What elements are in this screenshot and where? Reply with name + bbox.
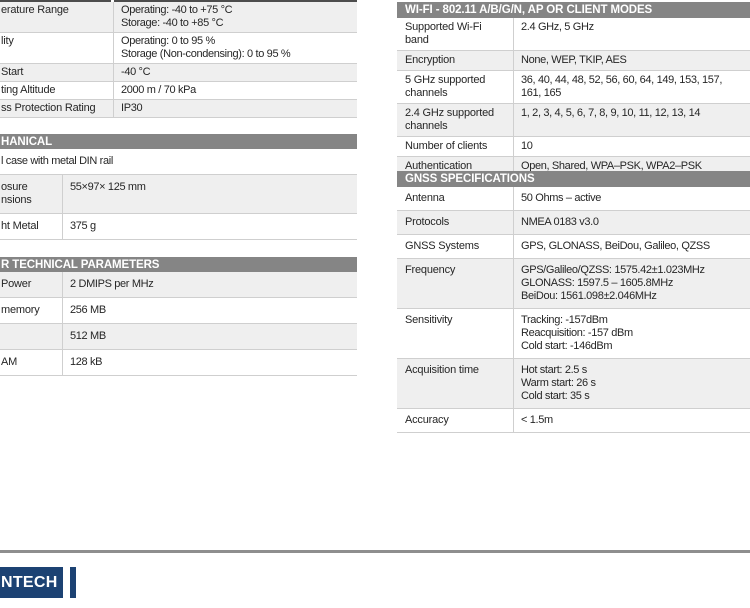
spec-row: lity Operating: 0 to 95 % Storage (Non-c…	[0, 33, 357, 64]
spec-row: Protocols NMEA 0183 v3.0	[397, 211, 750, 235]
spec-value: < 1.5m	[513, 409, 750, 432]
spec-table-other-parameters: R TECHNICAL PARAMETERS Power 2 DMIPS per…	[0, 257, 357, 376]
spec-value: 1, 2, 3, 4, 5, 6, 7, 8, 9, 10, 11, 12, 1…	[513, 104, 750, 136]
spec-value: 2 DMIPS per MHz	[62, 272, 357, 297]
spec-label: Sensitivity	[405, 314, 453, 326]
spec-label: 2.4 GHz supported channels	[405, 107, 494, 132]
section-header-other-parameters: R TECHNICAL PARAMETERS	[0, 257, 357, 272]
spec-value: 36, 40, 44, 48, 52, 56, 60, 64, 149, 153…	[513, 71, 750, 103]
spec-label: Authentication	[405, 160, 472, 172]
spec-label: Protocols	[405, 216, 450, 228]
section-header-mechanical: HANICAL	[0, 134, 357, 149]
spec-value: 50 Ohms – active	[513, 187, 750, 210]
spec-value: IP30	[113, 100, 357, 117]
spec-value: Operating: 0 to 95 % Storage (Non-conden…	[113, 33, 357, 63]
spec-label: Number of clients	[405, 140, 488, 152]
spec-label	[0, 324, 62, 349]
spec-value: 128 kB	[62, 350, 357, 375]
spec-label: erature Range	[1, 4, 69, 16]
spec-row: Power 2 DMIPS per MHz	[0, 272, 357, 298]
section-header-wifi: WI-FI - 802.11 A/B/G/N, AP OR CLIENT MOD…	[397, 2, 750, 18]
table-top-border	[0, 0, 111, 2]
spec-row: ht Metal 375 g	[0, 214, 357, 240]
spec-row: Sensitivity Tracking: -157dBm Reacquisit…	[397, 309, 750, 359]
spec-row: 512 MB	[0, 324, 357, 350]
spec-value: 10	[513, 137, 750, 156]
spec-row: Number of clients 10	[397, 137, 750, 157]
spec-row: Accuracy < 1.5m	[397, 409, 750, 433]
spec-value: GPS, GLONASS, BeiDou, Galileo, QZSS	[513, 235, 750, 258]
footer-divider	[0, 550, 750, 553]
spec-row: GNSS Systems GPS, GLONASS, BeiDou, Galil…	[397, 235, 750, 259]
spec-value: l case with metal DIN rail	[1, 155, 113, 167]
spec-row: ss Protection Rating IP30	[0, 100, 357, 118]
spec-row: Supported Wi-Fi band 2.4 GHz, 5 GHz	[397, 18, 750, 51]
spec-value: GPS/Galileo/QZSS: 1575.42±1.023MHz GLONA…	[513, 259, 750, 308]
spec-table-wifi: WI-FI - 802.11 A/B/G/N, AP OR CLIENT MOD…	[397, 2, 750, 177]
spec-label: ting Altitude	[1, 84, 56, 96]
spec-row: ting Altitude 2000 m / 70 kPa	[0, 82, 357, 100]
spec-value: Tracking: -157dBm Reacquisition: -157 dB…	[513, 309, 750, 358]
spec-value: 55×97× 125 mm	[62, 175, 357, 213]
spec-label: osure nsions	[1, 181, 32, 206]
spec-label: AM	[1, 356, 18, 368]
spec-row: 5 GHz supported channels 36, 40, 44, 48,…	[397, 71, 750, 104]
spec-label: Acquisition time	[405, 364, 479, 376]
spec-table-mechanical: HANICAL l case with metal DIN rail osure…	[0, 134, 357, 240]
spec-label: Antenna	[405, 192, 445, 204]
spec-row: l case with metal DIN rail	[0, 149, 357, 175]
spec-value: 256 MB	[62, 298, 357, 323]
spec-table-gnss: GNSS SPECIFICATIONS Antenna 50 Ohms – ac…	[397, 171, 750, 433]
spec-label: memory	[1, 304, 40, 316]
spec-row: Frequency GPS/Galileo/QZSS: 1575.42±1.02…	[397, 259, 750, 309]
spec-row: memory 256 MB	[0, 298, 357, 324]
advantech-logo: NTECH	[0, 567, 63, 598]
spec-label: lity	[1, 35, 14, 47]
spec-row: 2.4 GHz supported channels 1, 2, 3, 4, 5…	[397, 104, 750, 137]
spec-value: 375 g	[62, 214, 357, 239]
advantech-logo-text: NTECH	[1, 573, 58, 591]
spec-row: Antenna 50 Ohms – active	[397, 187, 750, 211]
spec-label: Power	[1, 278, 32, 290]
spec-row: Start -40 °C	[0, 64, 357, 82]
spec-label: GNSS Systems	[405, 240, 480, 252]
spec-row: Encryption None, WEP, TKIP, AES	[397, 51, 750, 71]
spec-row: Acquisition time Hot start: 2.5 s Warm s…	[397, 359, 750, 409]
spec-value: 2.4 GHz, 5 GHz	[513, 18, 750, 50]
section-header-gnss: GNSS SPECIFICATIONS	[397, 171, 750, 187]
spec-row: erature Range Operating: -40 to +75 °C S…	[0, 2, 357, 33]
advantech-logo-mark	[70, 567, 76, 598]
spec-label: ss Protection Rating	[1, 102, 96, 114]
spec-table-environment: erature Range Operating: -40 to +75 °C S…	[0, 0, 357, 118]
spec-value: 512 MB	[62, 324, 357, 349]
spec-value: None, WEP, TKIP, AES	[513, 51, 750, 70]
spec-row: osure nsions 55×97× 125 mm	[0, 175, 357, 214]
table-top-border	[114, 0, 357, 2]
spec-value: Open, Shared, WPA–PSK, WPA2–PSK	[513, 157, 750, 176]
spec-value: 2000 m / 70 kPa	[113, 82, 357, 99]
spec-label: Supported Wi-Fi band	[405, 21, 482, 46]
spec-label: ht Metal	[1, 220, 39, 232]
spec-label: Frequency	[405, 264, 456, 276]
spec-row: AM 128 kB	[0, 350, 357, 376]
spec-label: 5 GHz supported channels	[405, 74, 486, 99]
spec-value: Hot start: 2.5 s Warm start: 26 s Cold s…	[513, 359, 750, 408]
spec-label: Encryption	[405, 54, 455, 66]
spec-value: Operating: -40 to +75 °C Storage: -40 to…	[113, 2, 357, 32]
spec-label: Accuracy	[405, 414, 449, 426]
spec-value: NMEA 0183 v3.0	[513, 211, 750, 234]
spec-value: -40 °C	[113, 64, 357, 81]
spec-label: Start	[1, 66, 24, 78]
